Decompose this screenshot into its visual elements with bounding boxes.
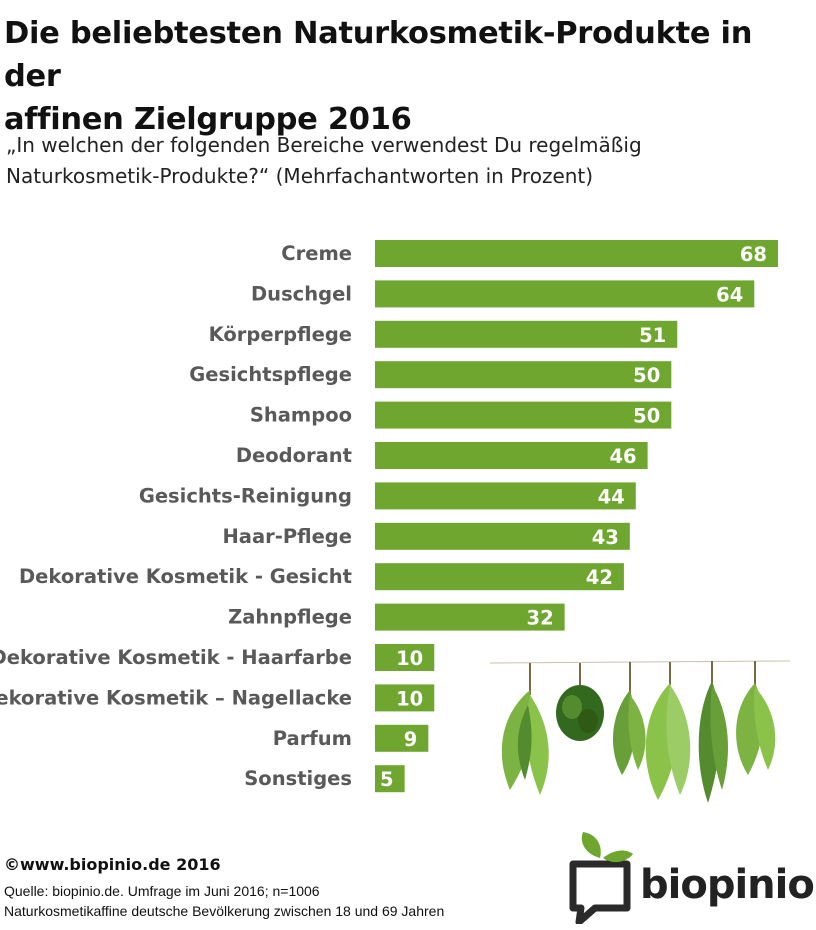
category-label: Gesichts-Reinigung: [139, 484, 352, 507]
category-label: Dekorative Kosmetik - Gesicht: [19, 565, 352, 588]
bar: [375, 361, 672, 389]
copyright-notice: ©www.biopinio.de 2016: [4, 855, 221, 874]
logo-wordmark: biopinio: [640, 862, 815, 908]
data-label: 44: [598, 485, 625, 508]
category-label: Körperpflege: [209, 323, 352, 346]
data-label: 43: [592, 526, 619, 549]
category-label: Deodorant: [236, 444, 352, 467]
herb-bunch-5: [698, 661, 728, 803]
data-label: 5: [380, 768, 394, 791]
herb-bunch-3: [612, 662, 646, 775]
data-label: 9: [404, 728, 418, 751]
subtitle-line-1: „In welchen der folgenden Bereiche verwe…: [6, 133, 642, 157]
data-label: 10: [396, 687, 423, 710]
bar: [375, 724, 429, 752]
source-line-1: Quelle: biopinio.de. Umfrage im Juni 201…: [4, 883, 320, 899]
data-label: 50: [633, 364, 660, 387]
data-label: 68: [740, 243, 767, 266]
leaf-icon-2: [603, 850, 633, 863]
bar: [375, 684, 435, 712]
source-line-2: Naturkosmetikaffine deutsche Bevölkerung…: [4, 903, 445, 919]
category-label: Shampoo: [250, 404, 352, 427]
bar: [375, 280, 755, 308]
title-line-2: affinen Zielgruppe 2016: [4, 102, 412, 137]
biopinio-logo: [569, 832, 633, 924]
bar: [375, 401, 672, 429]
chart-title: Die beliebtesten Naturkosmetik-Produkte …: [4, 12, 812, 141]
data-label: 46: [609, 445, 636, 468]
category-label: Dekorative Kosmetik – Nagellacke: [0, 686, 352, 709]
bar: [375, 442, 648, 469]
data-label: 51: [639, 324, 666, 347]
title-line-1: Die beliebtesten Naturkosmetik-Produkte …: [4, 16, 753, 94]
bar: [375, 482, 636, 510]
herb-bunch-4: [645, 662, 691, 800]
category-label: Creme: [281, 242, 352, 265]
subtitle-line-2: Naturkosmetik-Produkte?“ (Mehrfachantwor…: [6, 164, 594, 188]
herb-bunch-1: [501, 663, 549, 795]
category-label: Parfum: [273, 727, 352, 750]
bar: [375, 240, 778, 267]
data-label: 64: [716, 283, 743, 306]
leaf-icon: [581, 832, 601, 858]
speech-bubble-icon: [569, 860, 631, 924]
data-label: 50: [633, 405, 660, 428]
herb-bunch-6: [736, 661, 776, 775]
data-label: 10: [396, 647, 423, 670]
data-label: 32: [527, 607, 554, 630]
category-label: Haar-Pflege: [222, 525, 352, 548]
category-label: Zahnpflege: [228, 606, 352, 629]
bar: [375, 320, 678, 348]
category-label: Sonstiges: [244, 767, 352, 790]
bar: [375, 603, 565, 631]
herbs-illustration: [490, 660, 790, 803]
bar: [375, 765, 405, 793]
category-label: Gesichtspflege: [189, 363, 352, 386]
category-label: Duschgel: [251, 282, 352, 305]
bar: [375, 644, 435, 671]
bar: [375, 563, 624, 591]
bar: [375, 522, 630, 550]
source-note: Quelle: biopinio.de. Umfrage im Juni 201…: [4, 881, 444, 921]
chart-subtitle: „In welchen der folgenden Bereiche verwe…: [6, 130, 806, 192]
herbs-string: [490, 660, 790, 664]
data-label: 42: [586, 566, 613, 589]
herb-bunch-2: [556, 663, 604, 741]
category-label: Dekorative Kosmetik - Haarfarbe: [0, 646, 352, 669]
bar-chart: Creme 68 Duschgel 64 Körperpflege 51 Gesichtsp…: [0, 240, 778, 793]
